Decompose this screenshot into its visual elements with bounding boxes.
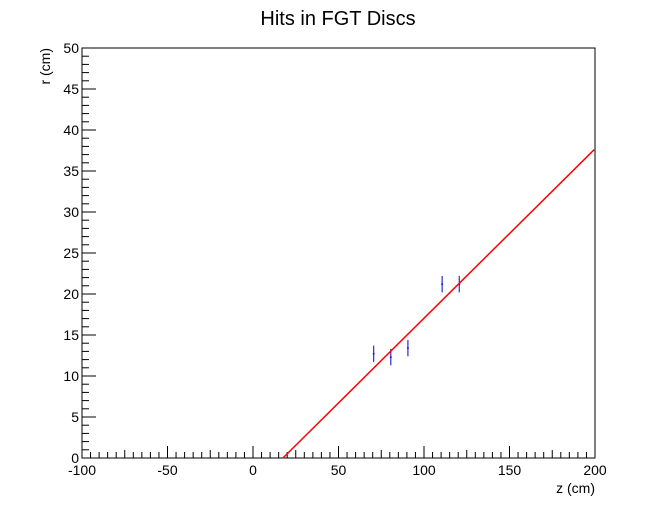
x-tick-label: 150 <box>498 462 522 478</box>
x-axis-title: z (cm) <box>556 480 595 496</box>
y-tick-label: 10 <box>63 368 79 384</box>
y-tick-label: 50 <box>63 40 79 56</box>
chart-title: Hits in FGT Discs <box>260 8 415 30</box>
x-axis: -100 -50 0 50 100 150 200 <box>68 446 607 478</box>
y-axis: 0 5 10 15 20 25 30 35 40 45 50 <box>63 40 96 466</box>
data-point <box>441 275 444 293</box>
data-point <box>406 339 409 357</box>
y-tick-label: 20 <box>63 286 79 302</box>
x-tick-label: 200 <box>583 462 607 478</box>
x-tick-label: -100 <box>68 462 96 478</box>
fit-line <box>282 149 595 459</box>
plot-frame <box>81 47 596 459</box>
y-tick-label: 40 <box>63 122 79 138</box>
y-tick-label: 30 <box>63 204 79 220</box>
y-axis-title: r (cm) <box>37 48 53 85</box>
x-tick-label: 0 <box>249 462 257 478</box>
y-tick-label: 25 <box>63 245 79 261</box>
x-tick-label: 50 <box>331 462 347 478</box>
series-layer <box>282 149 595 459</box>
x-tick-label: -50 <box>157 462 177 478</box>
y-tick-label: 5 <box>71 409 79 425</box>
y-tick-label: 45 <box>63 81 79 97</box>
y-tick-label: 35 <box>63 163 79 179</box>
y-tick-label: 15 <box>63 327 79 343</box>
y-tick-label: 0 <box>71 450 79 466</box>
x-tick-label: 100 <box>412 462 436 478</box>
data-point <box>372 345 375 363</box>
